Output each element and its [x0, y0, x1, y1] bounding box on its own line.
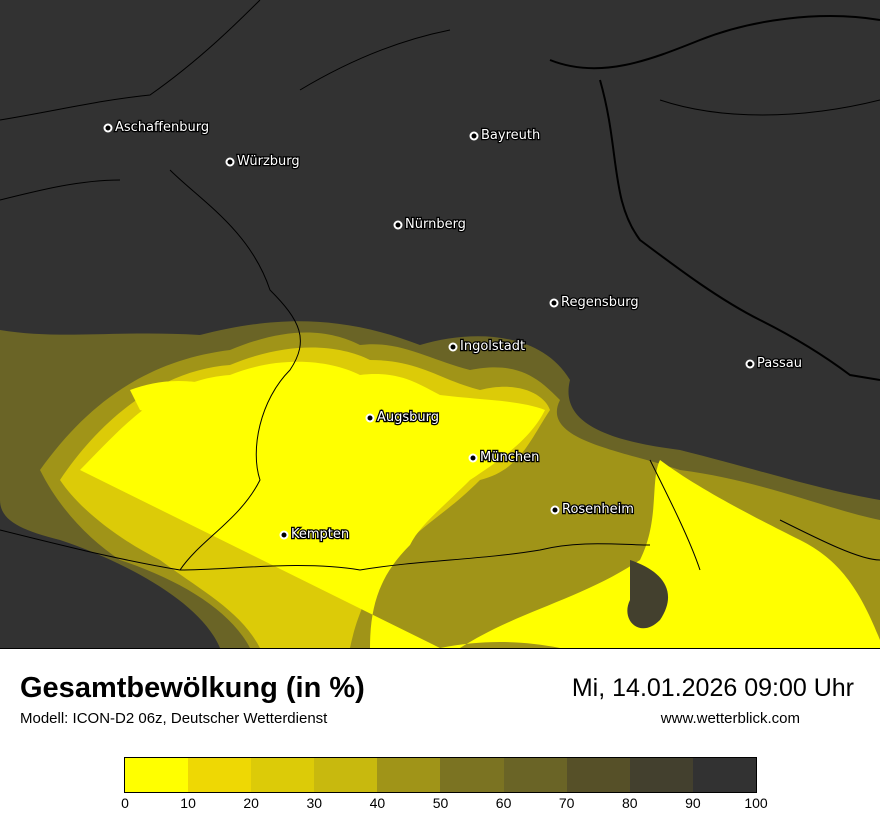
- website-link[interactable]: www.wetterblick.com: [660, 710, 800, 727]
- city-münchen: München: [468, 449, 541, 466]
- city-rosenheim: Rosenheim: [550, 501, 635, 518]
- legend-tick: 50: [432, 795, 449, 811]
- legend-tick: 60: [495, 795, 512, 811]
- cloud-fields: [0, 321, 880, 648]
- city-dot-icon: [469, 131, 479, 141]
- legend-tick: 40: [369, 795, 386, 811]
- city-label: Aschaffenburg: [115, 120, 209, 135]
- city-aschaffenburg: Aschaffenburg: [103, 119, 210, 136]
- legend-tick: 10: [180, 795, 196, 811]
- city-würzburg: Würzburg: [225, 153, 301, 170]
- city-label: München: [480, 450, 539, 465]
- city-label: Passau: [757, 356, 802, 371]
- legend-tick: 70: [558, 795, 575, 811]
- legend-swatch: [377, 758, 441, 792]
- legend-swatch: [314, 758, 378, 792]
- city-label: Würzburg: [237, 154, 300, 169]
- city-dot-icon: [365, 413, 375, 423]
- city-dot-icon: [103, 123, 113, 133]
- legend-swatch: [188, 758, 252, 792]
- city-bayreuth: Bayreuth: [469, 127, 541, 144]
- cloud-cover-map: Aschaffenburg Würzburg Bayreuth Nürnberg Reg…: [0, 0, 880, 649]
- valid-time: Mi, 14.01.2026 09:00 Uhr: [571, 674, 854, 702]
- legend-tick: 90: [685, 795, 701, 811]
- legend-swatch: [566, 758, 630, 792]
- city-dot-icon: [448, 342, 458, 352]
- city-dot-icon: [279, 530, 289, 540]
- city-passau: Passau: [745, 355, 803, 372]
- city-kempten: Kempten: [279, 526, 350, 543]
- legend-swatch: [692, 758, 756, 792]
- city-label: Augsburg: [377, 410, 439, 425]
- city-label: Nürnberg: [405, 217, 466, 232]
- borders: [0, 0, 880, 571]
- city-augsburg: Augsburg: [365, 409, 440, 426]
- city-dot-icon: [393, 220, 403, 230]
- legend-tick: 80: [622, 795, 638, 811]
- legend-swatch: [629, 758, 693, 792]
- city-dot-icon: [225, 157, 235, 167]
- city-markers: Aschaffenburg Würzburg Bayreuth Nürnberg Reg…: [103, 119, 803, 543]
- legend-swatch: [125, 758, 189, 792]
- city-dot-icon: [745, 359, 755, 369]
- city-label: Regensburg: [561, 295, 639, 310]
- legend-tick: 30: [306, 795, 323, 811]
- legend-swatch: [251, 758, 315, 792]
- city-nürnberg: Nürnberg: [393, 216, 467, 233]
- legend-swatch: [503, 758, 567, 792]
- city-ingolstadt: Ingolstadt: [448, 338, 526, 355]
- city-label: Kempten: [291, 527, 349, 542]
- city-label: Rosenheim: [562, 502, 634, 517]
- map-title: Gesamtbewölkung (in %): [20, 672, 365, 704]
- legend-tick: 20: [243, 795, 259, 811]
- city-label: Bayreuth: [481, 128, 540, 143]
- city-label: Ingolstadt: [460, 339, 525, 354]
- color-legend: [124, 757, 757, 793]
- legend-swatch: [440, 758, 504, 792]
- city-dot-icon: [550, 505, 560, 515]
- city-dot-icon: [468, 453, 478, 463]
- model-info: Modell: ICON-D2 06z, Deutscher Wetterdie…: [20, 710, 328, 727]
- legend-tick: 0: [121, 795, 129, 811]
- legend-tick: 100: [744, 795, 768, 811]
- city-regensburg: Regensburg: [549, 294, 640, 311]
- city-dot-icon: [549, 298, 559, 308]
